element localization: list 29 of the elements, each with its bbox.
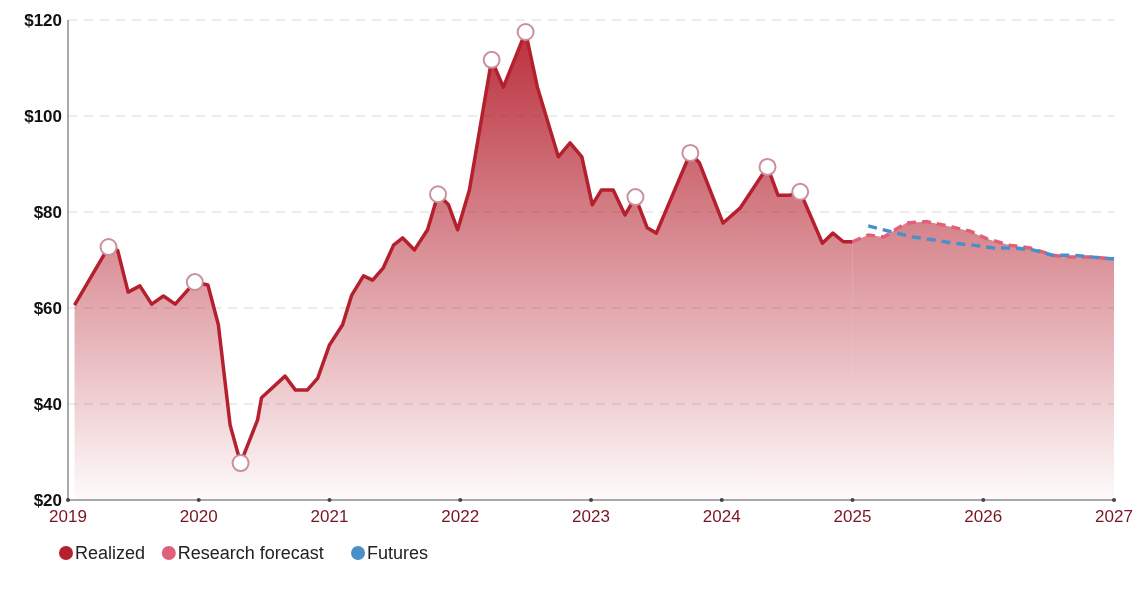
point (681, 143, 700, 162)
point (482, 50, 501, 69)
point (429, 185, 448, 204)
y-tick-label: $100 (24, 106, 62, 126)
y-tick-label: $40 (33, 394, 62, 414)
line-series (866, 224, 1116, 261)
point (791, 182, 810, 201)
x-tick-label: 2026 (964, 507, 1003, 526)
x-tick-label: 2024 (702, 507, 741, 526)
legend-label: Realized (75, 543, 146, 564)
x-tick-label: 2023 (572, 507, 610, 526)
legend-label: Research forecast (177, 543, 324, 564)
point (231, 454, 250, 473)
point (516, 23, 535, 41)
point (626, 188, 645, 207)
point (185, 273, 204, 292)
y-tick-label: $60 (33, 298, 62, 318)
y-tick-label: $120 (24, 10, 62, 30)
y-tick-label: $20 (33, 490, 62, 510)
legend-label: Futures (367, 543, 429, 564)
x-tick-label: 2019 (49, 507, 87, 526)
x-tick-label: 2025 (833, 507, 872, 526)
point (758, 157, 777, 176)
y-tick-label: $80 (33, 202, 62, 222)
x-tick-label: 2027 (1095, 507, 1133, 526)
x-tick-label: 2021 (310, 507, 349, 526)
x-tick-label: 2022 (441, 507, 480, 526)
x-tick-label: 2020 (179, 507, 218, 526)
point (99, 238, 118, 257)
